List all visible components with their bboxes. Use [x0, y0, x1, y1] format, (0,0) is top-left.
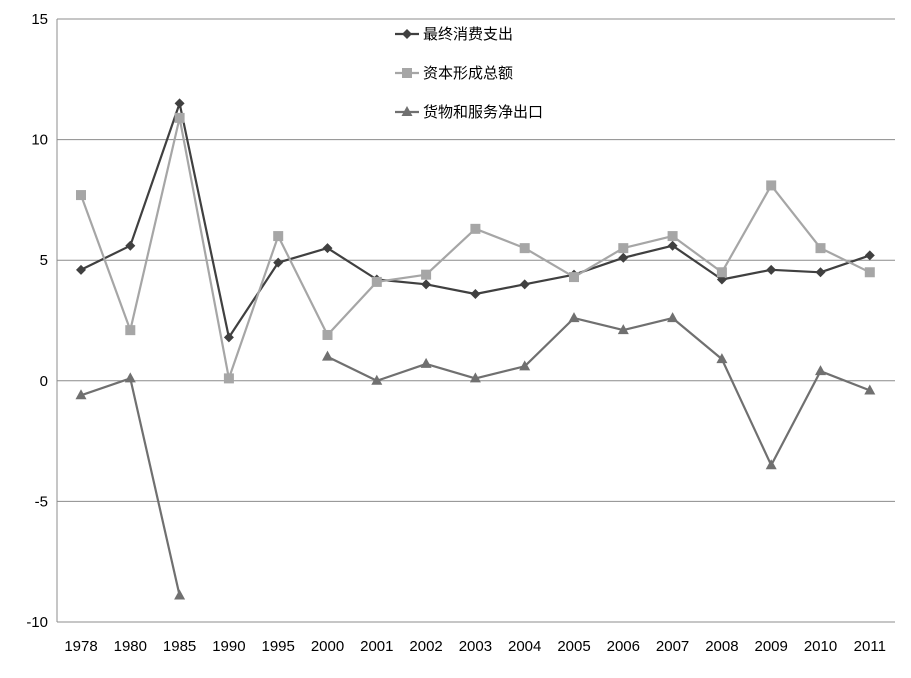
data-point	[223, 332, 234, 343]
x-axis-tick-labels: 1978 1980 1985 1990 1995 2000 2001 2002 2003 2004…	[64, 638, 886, 655]
data-point	[322, 329, 333, 340]
data-point	[519, 279, 530, 290]
data-point	[75, 389, 87, 400]
x-tick-label: 2011	[854, 638, 886, 655]
series-3	[75, 312, 876, 600]
series-line	[80, 317, 871, 596]
data-point	[273, 231, 284, 242]
data-point	[815, 243, 826, 254]
data-point	[766, 180, 777, 191]
data-point	[76, 190, 86, 201]
x-tick-label: 1985	[163, 638, 196, 655]
data-point	[174, 98, 185, 109]
data-point	[568, 312, 580, 323]
data-point	[765, 459, 777, 470]
data-point	[322, 243, 333, 254]
data-point	[618, 252, 629, 263]
data-point	[125, 240, 136, 251]
x-tick-label: 1980	[114, 638, 147, 655]
series-2	[76, 112, 875, 384]
x-tick-label: 2001	[360, 638, 393, 655]
x-tick-label: 2002	[409, 638, 442, 655]
data-point	[174, 589, 186, 600]
data-point	[519, 360, 531, 371]
x-tick-label: 2000	[311, 638, 344, 655]
data-point	[667, 312, 679, 323]
data-point	[124, 372, 136, 383]
data-point	[371, 276, 382, 287]
x-tick-label: 2008	[705, 638, 738, 655]
data-point	[174, 112, 185, 123]
data-point	[667, 231, 678, 242]
data-point	[470, 223, 481, 234]
data-point	[469, 372, 481, 383]
data-point	[864, 250, 875, 261]
legend-item: 货物和服务净出口	[395, 103, 543, 121]
y-tick-label: 10	[31, 132, 48, 149]
data-point	[371, 374, 383, 385]
data-point	[716, 353, 728, 364]
gridlines	[57, 18, 895, 623]
data-point	[864, 384, 876, 395]
x-tick-label: 2009	[755, 638, 788, 655]
legend-label: 货物和服务净出口	[423, 103, 543, 121]
data-point	[667, 240, 678, 251]
x-tick-label: 1990	[212, 638, 245, 655]
y-tick-label: -10	[26, 614, 48, 631]
data-point	[864, 267, 875, 278]
data-point	[421, 269, 432, 280]
x-tick-label: 1978	[64, 638, 97, 655]
data-point	[322, 350, 333, 361]
y-tick-label: 0	[40, 373, 48, 390]
legend-item: 最终消费支出	[395, 25, 513, 43]
data-point	[76, 264, 86, 275]
series-lines	[75, 98, 876, 600]
y-tick-label: 5	[40, 252, 48, 269]
data-point	[815, 267, 826, 278]
data-point	[716, 267, 727, 278]
x-tick-label: 2006	[607, 638, 640, 655]
data-point	[815, 365, 826, 376]
data-point	[421, 279, 432, 290]
x-tick-label: 2010	[804, 638, 837, 655]
y-axis-tick-labels: 15 10 5 0 -5 -10	[26, 11, 48, 631]
legend-item: 资本形成总额	[395, 64, 513, 82]
y-tick-label: -5	[35, 493, 48, 510]
legend-marker	[402, 68, 412, 78]
x-tick-label: 2003	[459, 638, 492, 655]
legend-label: 资本形成总额	[423, 64, 513, 82]
data-point	[125, 325, 136, 336]
data-point	[420, 357, 432, 368]
data-point	[569, 272, 579, 283]
y-tick-label: 15	[31, 11, 48, 28]
x-tick-label: 1995	[262, 638, 295, 655]
data-point	[470, 288, 481, 299]
data-point	[766, 264, 777, 275]
data-point	[519, 243, 530, 254]
x-tick-label: 2007	[656, 638, 689, 655]
series-line	[79, 116, 871, 380]
legend-marker	[401, 106, 413, 116]
data-point	[223, 373, 234, 384]
data-point	[617, 324, 629, 335]
data-point	[618, 243, 629, 254]
x-tick-label: 2005	[557, 638, 590, 655]
legend-marker	[402, 29, 412, 39]
series-1	[76, 98, 875, 343]
legend-label: 最终消费支出	[423, 25, 513, 43]
x-tick-label: 2004	[508, 638, 541, 655]
data-point	[273, 257, 284, 268]
